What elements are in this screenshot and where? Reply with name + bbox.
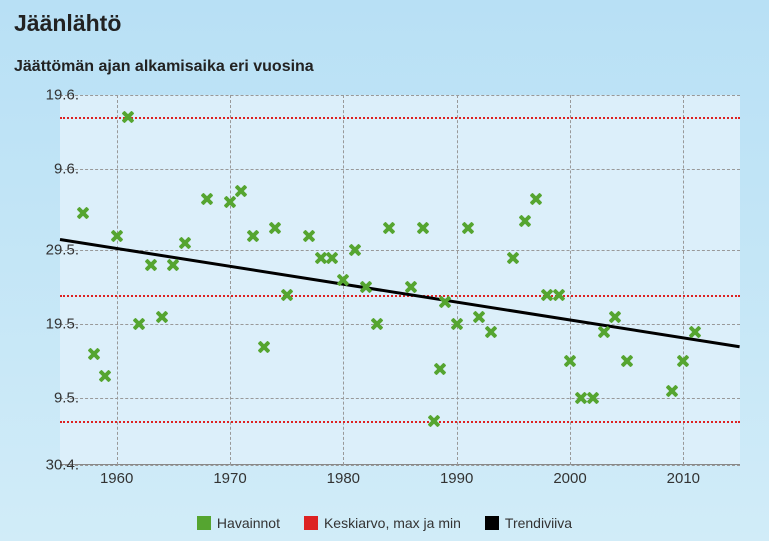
gridline-v: [343, 95, 344, 465]
legend-label: Havainnot: [217, 515, 280, 531]
legend-label: Keskiarvo, max ja min: [324, 515, 461, 531]
reference-line: [60, 421, 740, 423]
reference-line: [60, 117, 740, 119]
gridline-v: [117, 95, 118, 465]
reference-line: [60, 295, 740, 297]
legend-item: Keskiarvo, max ja min: [304, 515, 461, 531]
gridline-h: [60, 465, 740, 466]
chart-container: Jäänlähtö Jäättömän ajan alkamisaika eri…: [0, 0, 769, 541]
x-tick-label: 2000: [553, 470, 586, 487]
y-tick-label: 29.5.: [29, 242, 79, 259]
legend-label: Trendiviiva: [505, 515, 572, 531]
gridline-h: [60, 324, 740, 325]
gridline-v: [570, 95, 571, 465]
legend-item: Havainnot: [197, 515, 280, 531]
x-tick-label: 2010: [667, 470, 700, 487]
x-tick-label: 1970: [213, 470, 246, 487]
gridline-h: [60, 250, 740, 251]
x-tick-label: 1990: [440, 470, 473, 487]
y-tick-label: 19.6.: [29, 87, 79, 104]
legend-item: Trendiviiva: [485, 515, 572, 531]
gridline-h: [60, 95, 740, 96]
gridline-h: [60, 398, 740, 399]
y-tick-label: 19.5.: [29, 316, 79, 333]
chart-subtitle: Jäättömän ajan alkamisaika eri vuosina: [14, 58, 314, 76]
gridline-h: [60, 169, 740, 170]
y-tick-label: 9.5.: [29, 390, 79, 407]
plot-area: [60, 95, 740, 465]
legend-swatch: [304, 516, 318, 530]
chart-title: Jäänlähtö: [14, 10, 121, 37]
y-tick-label: 30.4.: [29, 457, 79, 474]
x-tick-label: 1980: [327, 470, 360, 487]
y-tick-label: 9.6.: [29, 161, 79, 178]
legend-swatch: [485, 516, 499, 530]
gridline-v: [683, 95, 684, 465]
gridline-v: [230, 95, 231, 465]
legend: Havainnot Keskiarvo, max ja min Trendiviiv…: [0, 515, 769, 533]
legend-swatch: [197, 516, 211, 530]
x-tick-label: 1960: [100, 470, 133, 487]
gridline-v: [457, 95, 458, 465]
